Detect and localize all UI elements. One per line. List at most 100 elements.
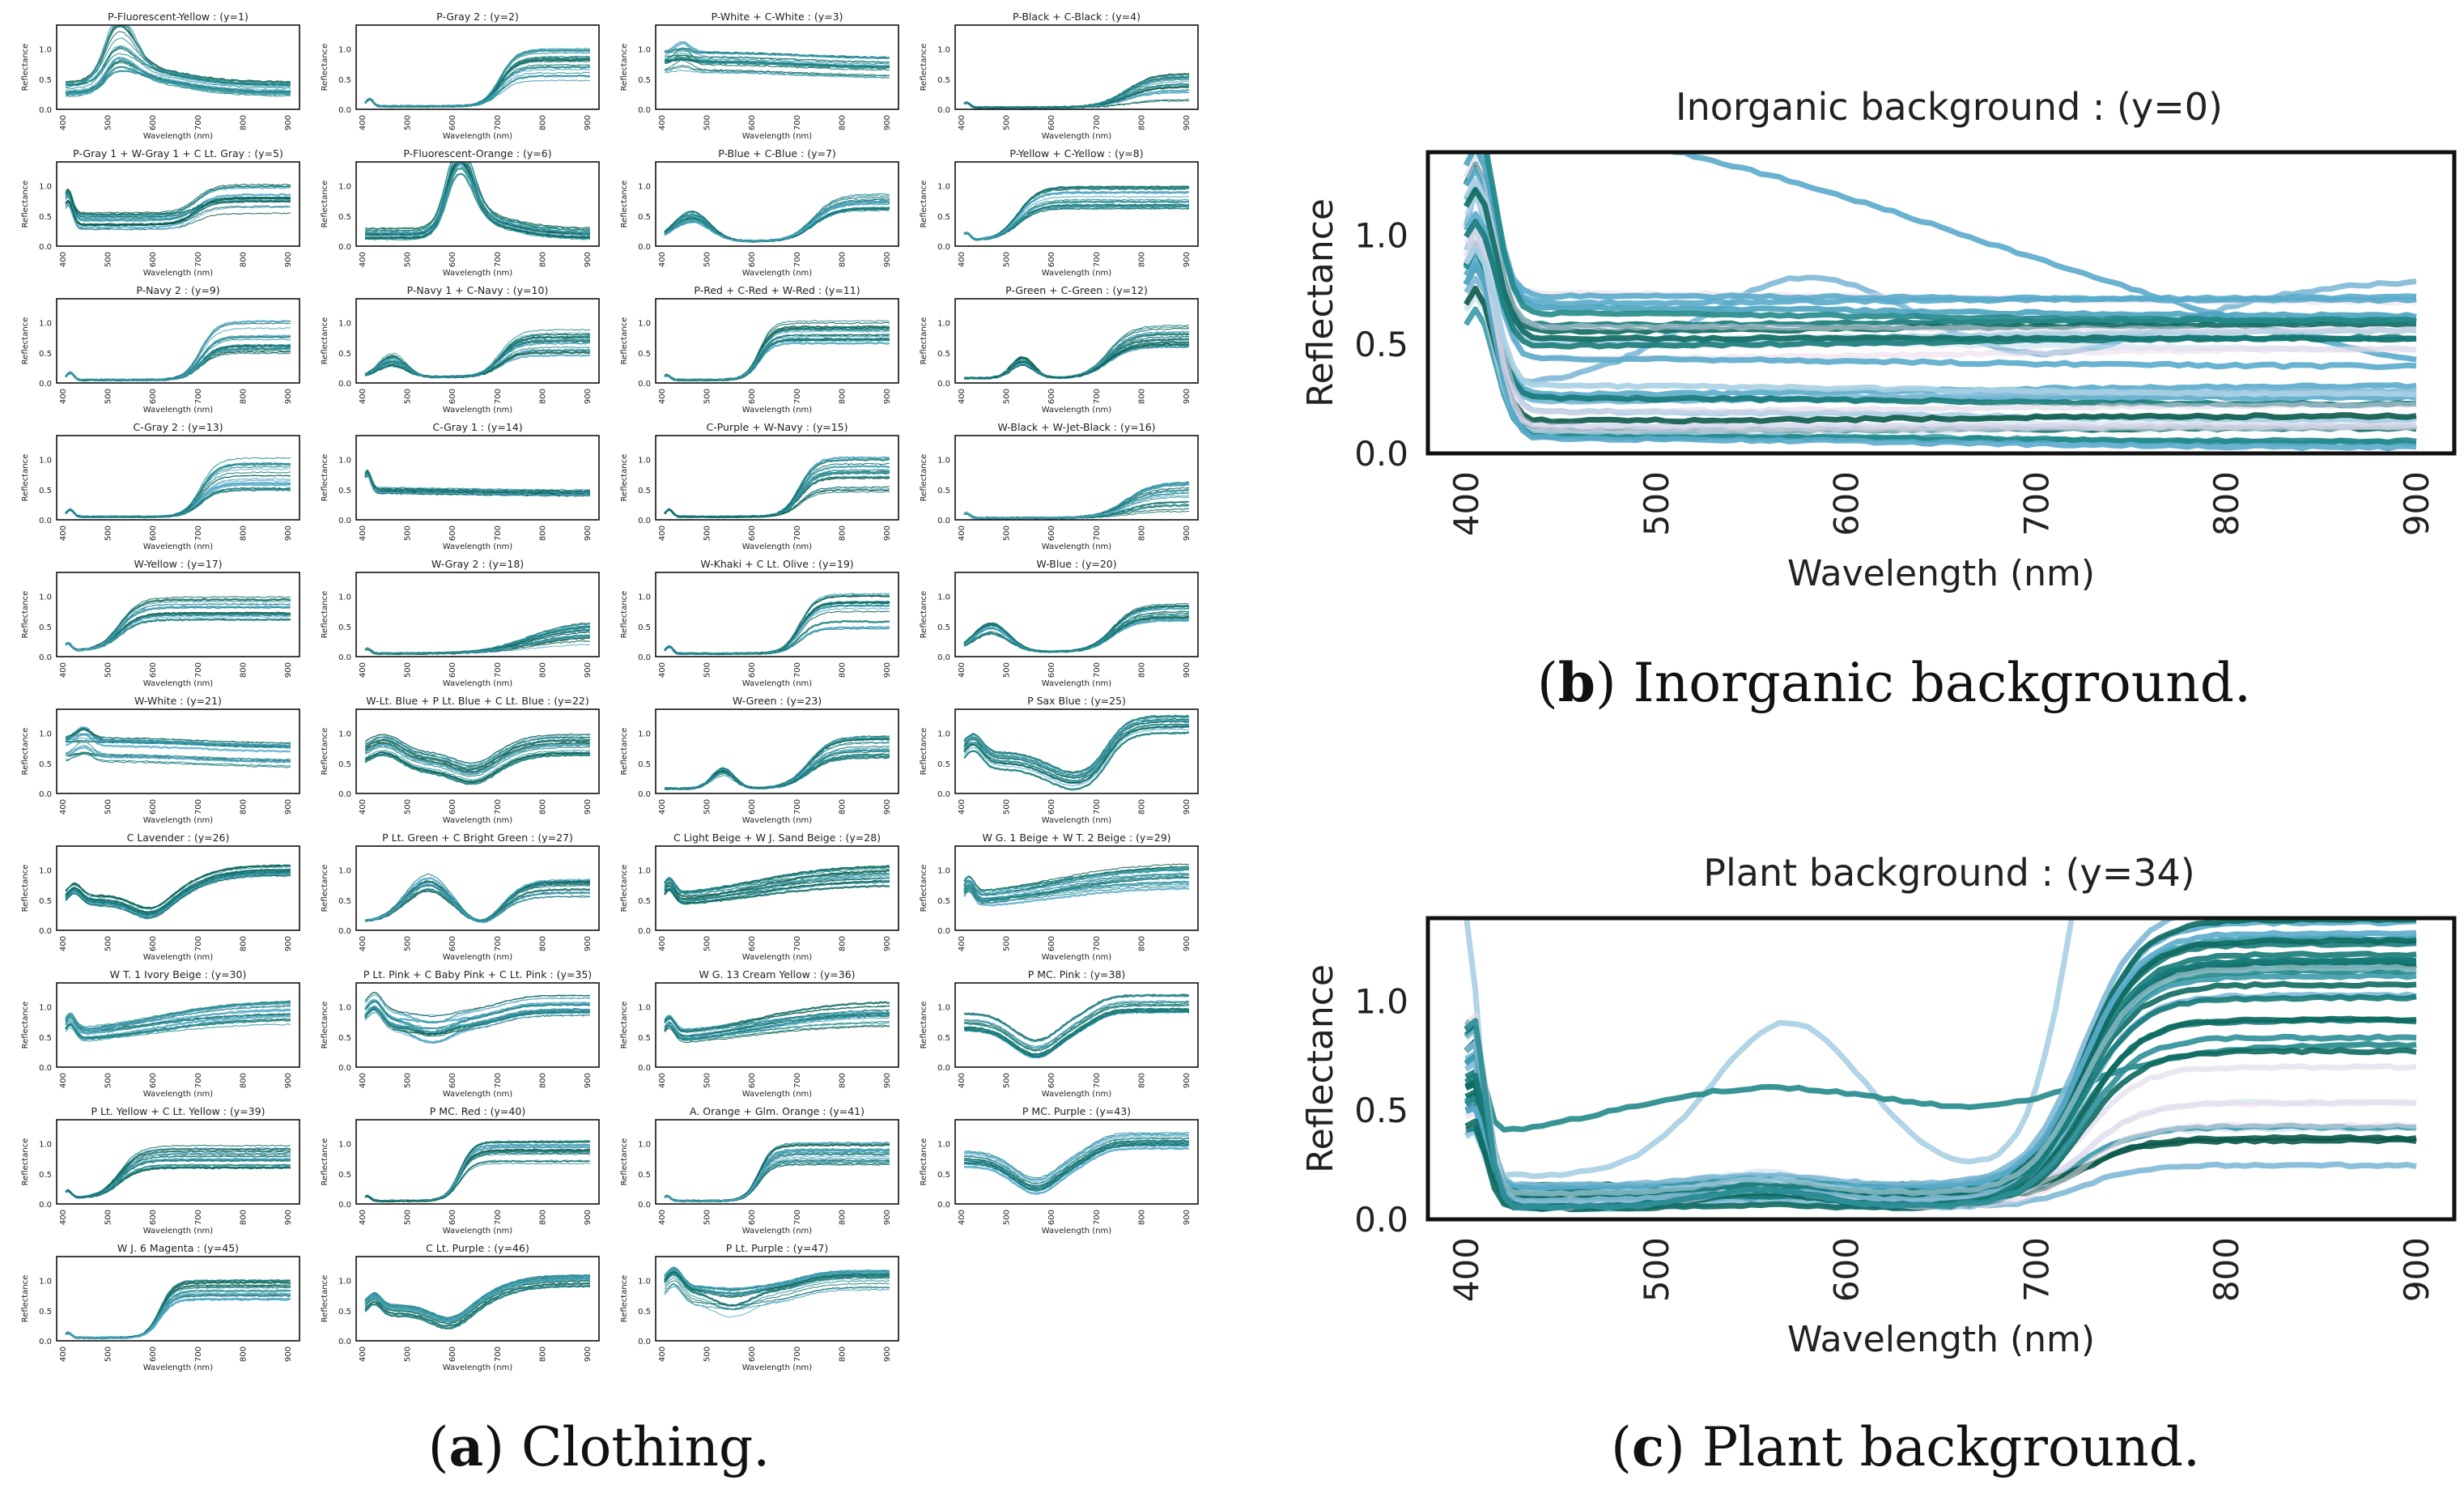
- caption-letter: a: [449, 1415, 484, 1478]
- clothing-subplot: C-Gray 1 : (y=14) 0.0 0.5 1.0 400 500 600 700 80…: [321, 421, 600, 551]
- y-tick-label: 1.0: [638, 183, 651, 192]
- x-tick-label: 700: [194, 936, 203, 951]
- subplot-frame: [355, 708, 600, 794]
- y-tick-label: 1.0: [338, 867, 351, 876]
- x-tick-label: 400: [1447, 471, 1486, 536]
- y-tick-label: 1.0: [937, 1141, 950, 1150]
- spectrum-line: [364, 999, 590, 1034]
- caption-text: ) Plant background.: [1664, 1416, 2200, 1478]
- y-tick-label: 0.5: [338, 897, 351, 906]
- caption-c: (c) Plant background.: [1611, 1415, 2200, 1478]
- x-tick-label: 400: [958, 662, 966, 678]
- spectrum-line: [1463, 261, 2417, 452]
- x-tick-label: 700: [1093, 662, 1102, 678]
- x-tick-label: 500: [104, 936, 113, 951]
- x-axis-label: Wavelength (nm): [742, 542, 812, 551]
- clothing-subplot: C Light Beige + W J. Sand Beige : (y=28)…: [620, 832, 899, 962]
- x-tick-label: 900: [584, 936, 593, 951]
- spectrum-line: [964, 1141, 1189, 1189]
- spectrum-line: [364, 1278, 591, 1322]
- spectrum-line: [963, 185, 1190, 240]
- x-tick-label: 500: [703, 525, 712, 541]
- x-tick-label: 400: [59, 936, 68, 951]
- clothing-subplot: P-Red + C-Red + W-Red : (y=11) 0.0 0.5 1.0 4…: [620, 284, 899, 415]
- x-tick-label: 500: [104, 1210, 113, 1225]
- spectrum-line: [65, 869, 291, 913]
- spectrum-line: [65, 734, 291, 753]
- y-tick-label: 0.0: [338, 1064, 351, 1073]
- subplot-title: P Sax Blue : (y=25): [1027, 695, 1126, 707]
- spectrum-line: [65, 614, 291, 651]
- spectrum-line: [1464, 167, 2417, 304]
- spectrum-line: [364, 749, 591, 781]
- subplot-curves: [664, 40, 890, 79]
- spectrum-line: [665, 754, 890, 790]
- spectrum-line: [664, 1271, 890, 1298]
- x-tick-label: 800: [538, 389, 547, 404]
- x-axis-label: Wavelength (nm): [443, 132, 512, 141]
- y-tick-label: 0.0: [638, 1201, 651, 1210]
- x-tick-label: 600: [448, 936, 457, 951]
- y-tick-label: 0.0: [638, 790, 651, 799]
- x-tick-label: 900: [883, 389, 892, 404]
- y-tick-label: 0.0: [39, 790, 52, 799]
- y-axis-label: Reflectance: [21, 44, 30, 91]
- subplot-title: P MC. Red : (y=40): [430, 1105, 525, 1117]
- y-axis-label: Reflectance: [920, 591, 928, 639]
- spectrum-line: [365, 162, 590, 232]
- y-tick-label: 0.0: [338, 1201, 351, 1210]
- x-tick-label: 600: [149, 936, 158, 951]
- y-tick-label: 1.0: [638, 457, 651, 466]
- y-tick-label: 1.0: [39, 46, 52, 55]
- subplot-curves: [65, 183, 291, 231]
- subplot-curves: [664, 1266, 890, 1318]
- clothing-subplot-grid: P-Fluorescent-Yellow : (y=1) 0.0 0.5 1.0 400…: [21, 11, 1199, 1372]
- spectrum-line: [964, 1146, 1190, 1193]
- y-tick-label: 1.0: [39, 1004, 52, 1013]
- x-tick-label: 800: [1137, 252, 1146, 267]
- x-tick-label: 400: [658, 389, 667, 404]
- spectrum-line: [65, 864, 291, 908]
- clothing-subplot: W G. 1 Beige + W T. 2 Beige : (y=29) 0.0 0…: [920, 832, 1199, 962]
- inorganic-curves: [1463, 152, 2417, 452]
- subplot-curves: [664, 865, 890, 905]
- y-axis-label: Reflectance: [920, 1138, 928, 1186]
- subplot-frame: [655, 708, 899, 794]
- spectrum-line: [964, 325, 1189, 380]
- x-tick-label: 600: [1047, 115, 1056, 130]
- x-tick-label: 900: [883, 525, 892, 541]
- y-tick-label: 0.0: [937, 106, 950, 115]
- inorganic-background-chart: Inorganic background : (y=0) 0.0 0.5 1.0 4…: [1300, 85, 2457, 594]
- spectrum-line: [664, 753, 890, 791]
- y-tick-label: 0.0: [638, 1064, 651, 1073]
- spectrum-line: [664, 737, 890, 790]
- y-tick-label: 0.0: [638, 106, 651, 115]
- clothing-subplot: P Lt. Green + C Bright Green : (y=27) 0.0…: [321, 832, 600, 962]
- spectrum-line: [1464, 219, 2417, 350]
- spectrum-line: [963, 717, 1190, 775]
- spectrum-line: [65, 1008, 291, 1036]
- x-tick-label: 800: [239, 1346, 248, 1362]
- x-tick-label: 400: [658, 252, 667, 267]
- x-tick-label: 400: [59, 662, 68, 678]
- spectrum-line: [963, 872, 1189, 895]
- clothing-subplot: P-Fluorescent-Yellow : (y=1) 0.0 0.5 1.0 400…: [21, 11, 300, 141]
- y-tick-label: 1.0: [39, 593, 52, 602]
- y-tick-label: 0.5: [39, 1308, 52, 1316]
- x-tick-label: 900: [284, 389, 293, 404]
- x-tick-label: 500: [1637, 1237, 1676, 1302]
- y-axis-label: Reflectance: [321, 591, 329, 639]
- spectrum-line: [963, 868, 1189, 891]
- spectrum-line: [364, 734, 590, 765]
- x-tick-label: 900: [2397, 471, 2436, 536]
- subplot-title: P-Yellow + C-Yellow : (y=8): [1009, 147, 1143, 160]
- y-tick-label: 1.0: [638, 867, 651, 876]
- y-tick-label: 0.0: [937, 653, 950, 662]
- y-tick-label: 1.0: [937, 457, 950, 466]
- spectrum-line: [1464, 972, 2417, 1193]
- x-tick-label: 700: [494, 115, 503, 130]
- x-tick-label: 600: [448, 115, 457, 130]
- x-tick-label: 700: [1093, 115, 1102, 130]
- x-tick-label: 400: [658, 936, 667, 951]
- subplot-curves: [664, 1001, 890, 1044]
